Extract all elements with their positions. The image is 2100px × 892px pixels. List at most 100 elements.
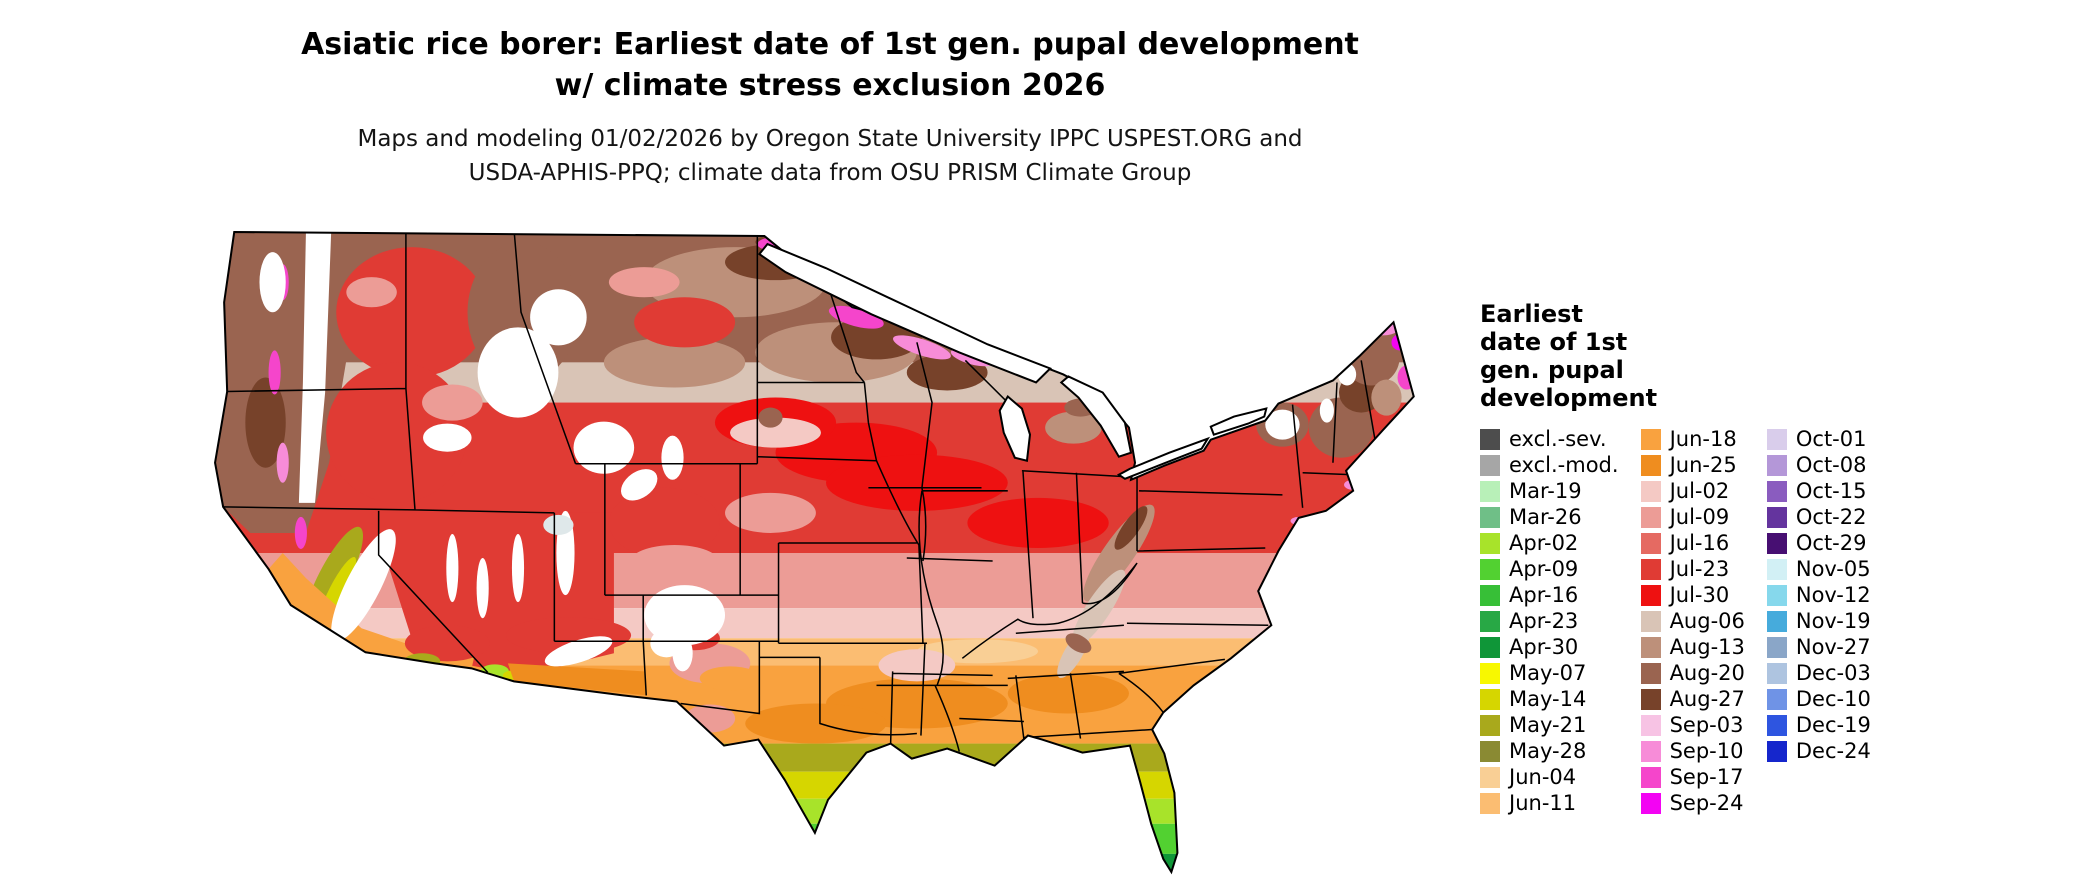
legend-item-label: Dec-24 <box>1795 739 1871 763</box>
legend-item: Sep-17 <box>1640 764 1745 790</box>
legend-item: Nov-27 <box>1766 634 1871 660</box>
legend-title-line: development <box>1480 384 1658 412</box>
legend-item: May-14 <box>1480 686 1619 712</box>
legend-item-label: excl.-mod. <box>1509 453 1619 477</box>
legend-item-label: Apr-30 <box>1509 635 1579 659</box>
page-title-line-2: w/ climate stress exclusion 2026 <box>554 68 1106 103</box>
legend-item-label: excl.-sev. <box>1509 427 1607 451</box>
legend-color-swatch <box>1766 480 1787 502</box>
legend-item: excl.-sev. <box>1480 426 1619 452</box>
legend-item-label: Jul-16 <box>1669 531 1730 555</box>
map-legend: Earliest date of 1st gen. pupal development… <box>1480 300 2040 816</box>
legend-color-swatch <box>1480 636 1500 658</box>
legend-item-label: Aug-20 <box>1669 661 1745 685</box>
legend-item: Dec-19 <box>1766 712 1871 738</box>
legend-color-swatch <box>1640 688 1661 710</box>
lake-ontario <box>1209 407 1268 436</box>
subtitle-block: Maps and modeling 01/02/2026 by Oregon S… <box>130 122 1530 190</box>
legend-item-label: Apr-16 <box>1509 583 1579 607</box>
legend-item: Apr-30 <box>1480 634 1619 660</box>
legend-item: Oct-29 <box>1766 530 1871 556</box>
legend-color-swatch <box>1766 688 1787 710</box>
legend-item: Jun-11 <box>1480 790 1619 816</box>
legend-item: Nov-19 <box>1766 608 1871 634</box>
legend-item-label: Mar-19 <box>1509 479 1582 503</box>
legend-item: Sep-10 <box>1640 738 1745 764</box>
legend-item: Apr-02 <box>1480 530 1619 556</box>
legend-item: Dec-24 <box>1766 738 1871 764</box>
legend-item-label: Jul-02 <box>1669 479 1730 503</box>
legend-item: Nov-05 <box>1766 556 1871 582</box>
legend-item-label: Oct-15 <box>1795 479 1867 503</box>
legend-item-label: Aug-13 <box>1669 635 1745 659</box>
legend-color-swatch <box>1640 454 1661 476</box>
legend-item-label: May-14 <box>1509 687 1587 711</box>
legend-item: Nov-12 <box>1766 582 1871 608</box>
legend-color-swatch <box>1640 740 1661 762</box>
great-lakes <box>757 242 1268 480</box>
legend-item-label: Nov-12 <box>1795 583 1871 607</box>
legend-column: Oct-01 Oct-08 Oct-15 Oct-22 Oct-29 Nov-05 Nov-… <box>1766 426 1871 764</box>
legend-color-swatch <box>1640 636 1661 658</box>
legend-color-swatch <box>1766 454 1787 476</box>
legend-item: Jul-02 <box>1640 478 1745 504</box>
legend-item-label: Jul-09 <box>1669 505 1730 529</box>
legend-item-label: Apr-09 <box>1509 557 1579 581</box>
conus-outline <box>214 231 1415 875</box>
legend-item: Dec-03 <box>1766 660 1871 686</box>
legend-color-swatch <box>1766 558 1787 580</box>
legend-item-label: Apr-02 <box>1509 531 1579 555</box>
legend-item-label: Jul-30 <box>1669 583 1730 607</box>
legend-columns: excl.-sev. excl.-mod. Mar-19 Mar-26 Apr-02 Ap… <box>1480 426 2040 816</box>
legend-color-swatch <box>1766 584 1787 606</box>
legend-item-label: Nov-05 <box>1795 557 1871 581</box>
legend-column: excl.-sev. excl.-mod. Mar-19 Mar-26 Apr-02 Ap… <box>1480 426 1619 816</box>
legend-color-swatch <box>1640 662 1661 684</box>
subtitle-line-1: Maps and modeling 01/02/2026 by Oregon S… <box>357 126 1303 152</box>
legend-item: Apr-16 <box>1480 582 1619 608</box>
subtitle-line-2: USDA-APHIS-PPQ; climate data from OSU PR… <box>468 160 1192 186</box>
legend-color-swatch <box>1480 740 1500 762</box>
legend-title-line: Earliest <box>1480 300 1583 328</box>
legend-item: Jun-18 <box>1640 426 1745 452</box>
legend-color-swatch <box>1766 610 1787 632</box>
legend-item: Sep-24 <box>1640 790 1745 816</box>
legend-color-swatch <box>1640 532 1661 554</box>
legend-item-label: Oct-01 <box>1795 427 1867 451</box>
legend-color-swatch <box>1480 532 1500 554</box>
legend-item-label: May-28 <box>1509 739 1587 763</box>
map-color-regions <box>215 232 1414 872</box>
legend-color-swatch <box>1766 636 1787 658</box>
legend-item-label: Oct-22 <box>1795 505 1867 529</box>
legend-title-line: date of 1st <box>1480 328 1628 356</box>
legend-color-swatch <box>1480 688 1500 710</box>
legend-color-swatch <box>1766 532 1787 554</box>
legend-title: Earliest date of 1st gen. pupal development <box>1480 300 2040 412</box>
legend-item-label: Sep-03 <box>1669 713 1744 737</box>
legend-item-label: Dec-19 <box>1795 713 1871 737</box>
legend-item: Jun-25 <box>1640 452 1745 478</box>
legend-item-label: Sep-10 <box>1669 739 1744 763</box>
legend-item-label: Aug-27 <box>1669 687 1745 711</box>
legend-item-label: May-21 <box>1509 713 1587 737</box>
us-map-svg <box>214 231 1415 875</box>
legend-color-swatch <box>1480 714 1500 736</box>
legend-item: Apr-23 <box>1480 608 1619 634</box>
legend-color-swatch <box>1480 662 1500 684</box>
legend-color-swatch <box>1766 662 1787 684</box>
lake-huron <box>1059 375 1133 458</box>
legend-item-label: Dec-10 <box>1795 687 1871 711</box>
legend-color-swatch <box>1480 454 1500 476</box>
legend-item: May-07 <box>1480 660 1619 686</box>
legend-item: Oct-22 <box>1766 504 1871 530</box>
legend-item-label: May-07 <box>1509 661 1587 685</box>
legend-item-label: Apr-23 <box>1509 609 1579 633</box>
legend-item: Aug-06 <box>1640 608 1745 634</box>
legend-color-swatch <box>1480 480 1500 502</box>
legend-item-label: Sep-17 <box>1669 765 1744 789</box>
legend-item: Oct-01 <box>1766 426 1871 452</box>
legend-item: Oct-08 <box>1766 452 1871 478</box>
legend-item-label: Nov-27 <box>1795 635 1871 659</box>
legend-color-swatch <box>1640 558 1661 580</box>
